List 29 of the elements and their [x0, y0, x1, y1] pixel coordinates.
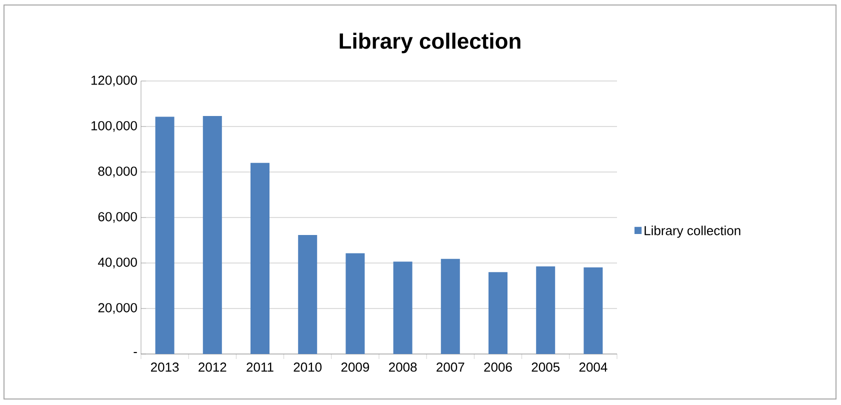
- y-tick-label: 80,000: [98, 166, 137, 178]
- x-tick-label: 2008: [389, 362, 417, 372]
- x-tick-label: 2006: [484, 362, 512, 372]
- x-tick-label: 2009: [341, 362, 370, 372]
- y-tick-label: 20,000: [98, 303, 137, 314]
- bar: [536, 266, 556, 354]
- y-tick-label: 100,000: [91, 121, 137, 132]
- x-tick-label: 2012: [198, 362, 226, 372]
- bar: [488, 272, 508, 354]
- bar: [202, 116, 222, 354]
- x-tick-label: 2007: [436, 362, 464, 372]
- x-tick-label: 2013: [151, 362, 179, 372]
- y-tick-label: 60,000: [98, 212, 137, 223]
- bar: [250, 162, 270, 354]
- x-tick-label: 2010: [294, 362, 322, 372]
- bar: [298, 235, 318, 354]
- bar: [584, 267, 603, 354]
- y-tick-label: 120,000: [91, 76, 137, 86]
- bar: [346, 253, 365, 354]
- chart-title: Library collection: [340, 32, 520, 54]
- bar: [393, 262, 412, 354]
- x-tick-label: 2005: [532, 362, 560, 372]
- y-tick-label: -: [134, 352, 137, 354]
- y-tick-label: 40,000: [98, 258, 137, 268]
- x-tick-label: 2004: [579, 362, 608, 372]
- legend-label: Library collection: [644, 226, 740, 238]
- bar: [440, 258, 460, 354]
- x-tick-label: 2011: [246, 362, 274, 372]
- bar: [155, 116, 174, 354]
